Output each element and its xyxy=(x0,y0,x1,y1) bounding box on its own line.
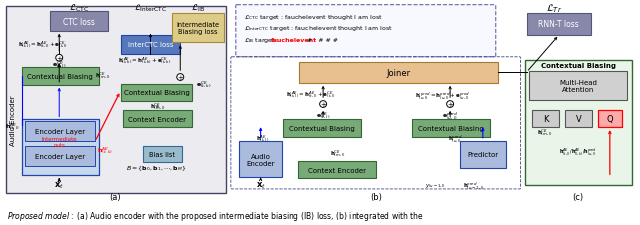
Bar xyxy=(298,161,376,178)
Bar xyxy=(239,141,282,178)
Text: $\mathbf{h}^{\prime AE}_{(t,l)}=\mathbf{h}^{AE}_{(t,l)}+\mathbf{e}^{CE}_{(t,l)}$: $\mathbf{h}^{\prime AE}_{(t,l)}=\mathbf{… xyxy=(17,40,67,50)
Text: $\mathbf{h}^{CE}_{(m,l)}$: $\mathbf{h}^{CE}_{(m,l)}$ xyxy=(537,127,552,137)
Text: Predictor: Predictor xyxy=(467,151,499,158)
Text: (a): (a) xyxy=(109,192,120,201)
Bar xyxy=(460,141,506,168)
FancyBboxPatch shape xyxy=(236,6,496,58)
Text: +: + xyxy=(320,101,326,108)
Bar xyxy=(412,120,490,137)
Circle shape xyxy=(447,101,454,108)
Text: $\mathcal{L}_{\mathrm{CTC}}$: $\mathcal{L}_{\mathrm{CTC}}$ xyxy=(68,3,90,14)
Text: $\mathbf{h}^{CE}_{(m,l)}$: $\mathbf{h}^{CE}_{(m,l)}$ xyxy=(330,148,346,159)
Text: RNN-T loss: RNN-T loss xyxy=(538,20,579,29)
Text: Joiner: Joiner xyxy=(387,68,411,77)
Text: (b): (b) xyxy=(370,192,381,201)
Text: Multi-Head
Attention: Multi-Head Attention xyxy=(559,80,597,93)
Text: InterCTC loss: InterCTC loss xyxy=(128,42,173,48)
Text: $\it{Proposed\ model:}$ (a) Audio encoder with the proposed intermediate biasing: $\it{Proposed\ model:}$ (a) Audio encode… xyxy=(6,209,424,223)
Bar xyxy=(22,120,99,176)
Text: Contextual Biasing: Contextual Biasing xyxy=(28,74,93,80)
Text: $\mathcal{L}_{\mathrm{IB}}$: $\mathcal{L}_{\mathrm{IB}}$ xyxy=(191,3,205,14)
Text: $\mathcal{L}_{\mathrm{IB}}$ target :: $\mathcal{L}_{\mathrm{IB}}$ target : xyxy=(244,36,280,45)
Text: $\mathcal{L}_{\mathrm{InterCTC}}$ target : fauchelevent thought I am lost: $\mathcal{L}_{\mathrm{InterCTC}}$ target… xyxy=(244,24,393,33)
Text: $\mathbf{e}^{CE}_{(t,l)}$: $\mathbf{e}^{CE}_{(t,l)}$ xyxy=(52,59,67,69)
Text: Contextual Biasing: Contextual Biasing xyxy=(289,126,355,132)
Text: Context Encoder: Context Encoder xyxy=(129,116,186,122)
Text: Audio
Encoder: Audio Encoder xyxy=(246,153,275,166)
Bar xyxy=(143,147,182,162)
Text: Contextual Biasing: Contextual Biasing xyxy=(124,90,189,96)
Text: $B=\{\mathbf{b}_0,\mathbf{b}_1,\cdots,\mathbf{b}_M\}$: $B=\{\mathbf{b}_0,\mathbf{b}_1,\cdots,\m… xyxy=(126,164,187,172)
Text: V: V xyxy=(576,115,582,124)
Text: Intermediate
Biasing loss: Intermediate Biasing loss xyxy=(177,22,220,35)
Text: $\mathbf{e}^{pred}_{(u,l)}$: $\mathbf{e}^{pred}_{(u,l)}$ xyxy=(442,110,458,121)
Circle shape xyxy=(56,55,63,62)
Text: Contextual Biasing: Contextual Biasing xyxy=(418,126,484,132)
Bar xyxy=(300,62,498,83)
Bar xyxy=(527,14,591,35)
Text: $\mathbf{h}^{\prime pred}_{(u,l)}=\mathbf{h}^{pred}_{(u,l)}+\mathbf{e}^{pred}_{(: $\mathbf{h}^{\prime pred}_{(u,l)}=\mathb… xyxy=(415,90,470,100)
Text: $\mathcal{L}_{\mathrm{InterCTC}}$: $\mathcal{L}_{\mathrm{InterCTC}}$ xyxy=(134,3,167,14)
Text: Audio Encoder: Audio Encoder xyxy=(10,95,15,145)
Text: $\mathbf{h}^{AE}_{(t,l)}$: $\mathbf{h}^{AE}_{(t,l)}$ xyxy=(5,122,20,132)
Circle shape xyxy=(319,101,326,108)
Text: K: K xyxy=(543,115,548,124)
Text: $\mathbf{e}^{CE}_{(t,k)}$: $\mathbf{e}^{CE}_{(t,k)}$ xyxy=(196,79,212,89)
Text: $y_{(u-1,l)}$: $y_{(u-1,l)}$ xyxy=(425,182,445,189)
Text: Context Encoder: Context Encoder xyxy=(308,167,366,173)
Text: $\mathbf{e}^{CE}_{(t,l)}$: $\mathbf{e}^{CE}_{(t,l)}$ xyxy=(316,110,330,120)
Text: Intermediate
outs: Intermediate outs xyxy=(42,137,77,147)
Text: Q: Q xyxy=(607,115,613,124)
Bar xyxy=(121,35,180,55)
Bar xyxy=(26,122,95,141)
Text: $\mathbf{h}^{CE}_{(m,l)}$: $\mathbf{h}^{CE}_{(m,l)}$ xyxy=(150,101,165,112)
Text: Encoder Layer: Encoder Layer xyxy=(35,128,85,135)
Text: Contextual Biasing: Contextual Biasing xyxy=(541,63,616,69)
Text: +: + xyxy=(177,75,183,81)
Text: $\mathcal{L}_{Tr}$: $\mathcal{L}_{Tr}$ xyxy=(546,2,563,15)
Bar xyxy=(598,110,621,128)
Text: CTC loss: CTC loss xyxy=(63,18,95,27)
Bar xyxy=(6,7,226,193)
Text: (c): (c) xyxy=(573,192,584,201)
Text: $\mathcal{L}_{\mathrm{CTC}}$ target : fauchelevent thought I am lost: $\mathcal{L}_{\mathrm{CTC}}$ target : fa… xyxy=(244,13,383,22)
Bar xyxy=(121,84,192,102)
Bar xyxy=(172,14,224,43)
Text: $\mathbf{h}^{AE}_{(t,k)}$: $\mathbf{h}^{AE}_{(t,k)}$ xyxy=(97,146,113,156)
Text: fauchelevent: fauchelevent xyxy=(271,38,317,43)
Bar xyxy=(525,60,632,185)
Text: $\mathbf{h}^{CE}_{(m,l)}$: $\mathbf{h}^{CE}_{(m,l)}$ xyxy=(95,71,111,81)
Text: #   # # #: # # # # xyxy=(303,38,339,43)
Text: $\mathbf{h}^{pred}_{(u,l)}$: $\mathbf{h}^{pred}_{(u,l)}$ xyxy=(447,133,463,144)
Bar xyxy=(532,110,559,128)
Bar xyxy=(51,12,108,32)
Text: $\mathbf{h}^{pred}_{(u-1,l)}$: $\mathbf{h}^{pred}_{(u-1,l)}$ xyxy=(463,180,484,191)
Text: $\mathbf{h}^{\prime AE}_{(t,k)}=\mathbf{h}^{AE}_{(t,k)}+\mathbf{e}^{CE}_{(t,k)}$: $\mathbf{h}^{\prime AE}_{(t,k)}=\mathbf{… xyxy=(118,55,171,65)
Text: $\mathbf{x}_t$: $\mathbf{x}_t$ xyxy=(255,180,266,191)
Bar xyxy=(284,120,361,137)
Bar xyxy=(529,72,627,101)
Text: +: + xyxy=(447,101,453,108)
Text: $\mathbf{h}^{AE}_{(t,l)}$: $\mathbf{h}^{AE}_{(t,l)}$ xyxy=(256,133,269,143)
Bar xyxy=(22,68,99,85)
Text: $\mathbf{h}^{AE}_{(t,l)}/\mathbf{h}^{AE}_{(l,k)}/\mathbf{h}^{pred}_{(u,l)}$: $\mathbf{h}^{AE}_{(t,l)}/\mathbf{h}^{AE}… xyxy=(559,145,597,156)
Circle shape xyxy=(177,74,184,81)
Text: $\mathbf{h}^{\prime AE}_{(t,l)}=\mathbf{h}^{AE}_{(t,l)}+\mathbf{e}^{CE}_{(t,l)}$: $\mathbf{h}^{\prime AE}_{(t,l)}=\mathbf{… xyxy=(287,90,336,100)
Bar xyxy=(565,110,592,128)
Bar xyxy=(26,147,95,166)
Text: Encoder Layer: Encoder Layer xyxy=(35,153,85,160)
Text: Bias list: Bias list xyxy=(149,151,175,158)
Bar xyxy=(123,110,192,128)
Text: $\mathbf{x}_t$: $\mathbf{x}_t$ xyxy=(54,180,64,191)
Text: +: + xyxy=(56,56,62,61)
